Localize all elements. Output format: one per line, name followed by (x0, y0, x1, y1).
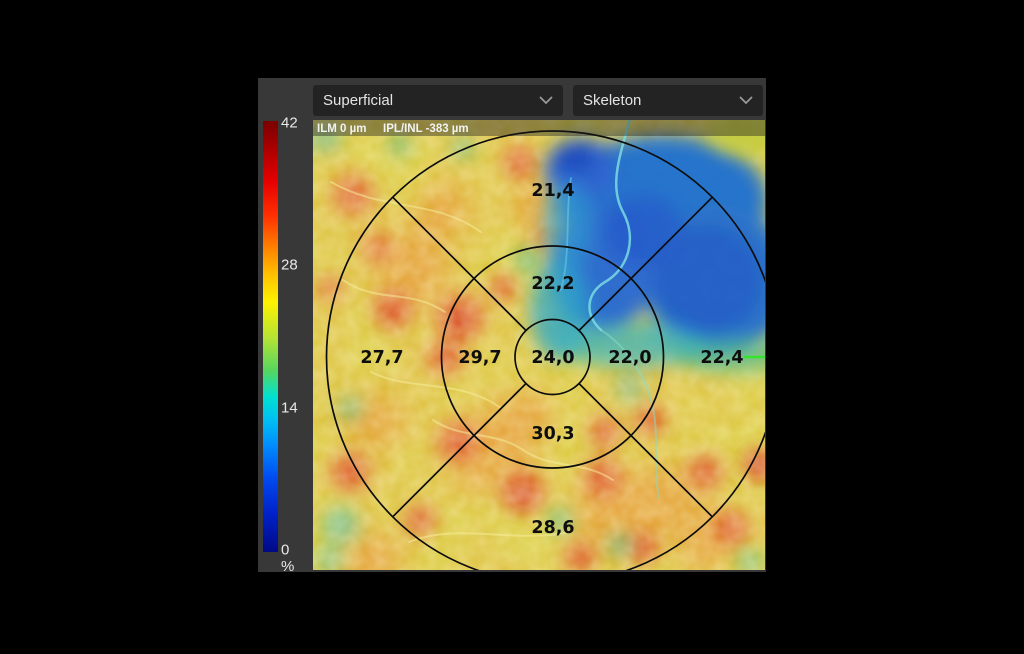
layer-end-label: IPL/INL -383 µm (383, 123, 469, 135)
layer-select-value: Superficial (323, 92, 394, 109)
sector-value-outer-left: 27,7 (360, 348, 403, 368)
scale-unit-label: % (281, 558, 295, 575)
etdrs-grid-overlay (325, 130, 765, 570)
layer-start-label: ILM 0 µm (317, 123, 366, 135)
density-color-scale (263, 121, 278, 552)
low-flow-region (530, 120, 765, 499)
sector-value-outer-bottom: 28,6 (531, 518, 574, 538)
scale-tick-14: 14 (281, 399, 298, 417)
scale-tick-max: 42 (281, 114, 298, 132)
segmentation-info-strip: ILM 0 µm IPL/INL -383 µm (313, 120, 765, 136)
sector-value-inner-left: 29,7 (458, 348, 501, 368)
vessel-density-map[interactable]: 21,4 22,2 27,7 29,7 24,0 22,0 22,4 30,3 … (313, 120, 765, 570)
sector-value-outer-right: 22,4 (700, 348, 743, 368)
sector-value-inner-bottom: 30,3 (531, 424, 574, 444)
sector-values: 21,4 22,2 27,7 29,7 24,0 22,0 22,4 30,3 … (360, 181, 743, 538)
sector-value-inner-top: 22,2 (531, 274, 574, 294)
chevron-down-icon (739, 96, 753, 105)
sector-value-inner-right: 22,0 (608, 348, 651, 368)
sector-value-center: 24,0 (531, 348, 574, 368)
vessel-traces (330, 181, 614, 543)
mode-select-value: Skeleton (583, 92, 642, 109)
octa-analysis-panel: Superficial Skeleton 42 28 14 0 % (258, 78, 766, 575)
scale-tick-28: 28 (281, 256, 298, 274)
sector-value-outer-top: 21,4 (531, 181, 574, 201)
scale-tick-min: 0 (281, 541, 290, 559)
mode-select-dropdown[interactable]: Skeleton (573, 85, 763, 116)
layer-select-dropdown[interactable]: Superficial (313, 85, 563, 116)
chevron-down-icon (539, 96, 553, 105)
